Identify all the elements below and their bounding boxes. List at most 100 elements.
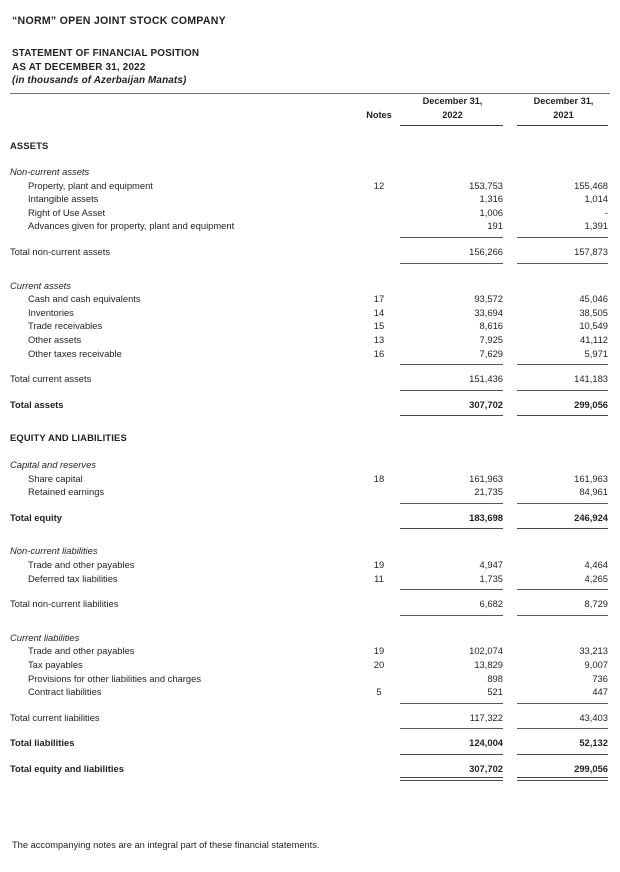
subtotal-row: Total current assets 151,436 141,183	[10, 372, 610, 386]
row-value-total-non-current-liabilities-2022: 6,682	[479, 598, 503, 610]
row-note-advances-given	[358, 219, 400, 233]
row-value-total-liabilities-2021: 52,132	[579, 737, 608, 749]
row-value-trade-receivables-2021: 10,549	[579, 320, 608, 332]
table-row: Retained earnings 21,735 84,961	[10, 485, 610, 499]
total-rule	[10, 411, 610, 417]
row-label-share-capital: Share capital	[28, 472, 83, 484]
row-value-advances-given-2022: 191	[487, 220, 503, 232]
table-row: Contract liabilities 5 521 447	[10, 685, 610, 699]
subtotal-rule	[10, 585, 610, 591]
financial-position-table: Notes December 31, 2022 December 31, 202…	[10, 94, 610, 781]
row-label-tax-payables: Tax payables	[28, 658, 83, 670]
subtotal-rule	[10, 386, 610, 391]
table-row: Share capital 18 161,963 161,963	[10, 472, 610, 486]
row-note-ncl-trade-and-other-payables: 19	[373, 558, 385, 570]
group-heading-row: Current assets	[10, 279, 610, 293]
row-value-share-capital-2022: 161,963	[469, 472, 503, 484]
row-note-right-of-use-asset	[358, 206, 400, 220]
row-value-retained-earnings-2022: 21,735	[474, 486, 503, 498]
section-heading-row: EQUITY AND LIABILITIES	[10, 431, 610, 445]
table-row: Other taxes receivable 16 7,629 5,971	[10, 347, 610, 361]
row-value-other-taxes-receivable-2022: 7,629	[479, 347, 503, 359]
row-value-total-current-liabilities-2021: 43,403	[579, 711, 608, 723]
row-value-other-taxes-receivable-2021: 5,971	[584, 347, 608, 359]
row-label-other-assets: Other assets	[28, 334, 82, 346]
row-value-total-current-assets-2021: 141,183	[574, 373, 608, 385]
grand-total-double-rule	[10, 776, 610, 781]
table-row: Inventories 14 33,694 38,505	[10, 306, 610, 320]
table-row: Provisions for other liabilities and cha…	[10, 672, 610, 686]
subtotal-rule	[10, 611, 610, 616]
table-row: Trade and other payables 19 4,947 4,464	[10, 558, 610, 572]
row-note-other-assets: 13	[373, 334, 385, 346]
row-value-intangible-assets-2022: 1,316	[479, 193, 503, 205]
row-note-cl-trade-and-other-payables: 19	[373, 645, 385, 657]
row-note-cash: 17	[373, 293, 385, 305]
table-row: Deferred tax liabilities 11 1,735 4,265	[10, 572, 610, 586]
row-value-trade-receivables-2022: 8,616	[479, 320, 503, 332]
section-heading-equity-and-liabilities: EQUITY AND LIABILITIES	[10, 432, 127, 444]
row-label-cash: Cash and cash equivalents	[28, 293, 141, 305]
row-note-inventories: 14	[373, 306, 385, 318]
table-row: Tax payables 20 13,829 9,007	[10, 658, 610, 672]
row-value-cash-2021: 45,046	[579, 293, 608, 305]
row-value-provisions-2022: 898	[487, 672, 503, 684]
total-row: Total equity 183,698 246,924	[10, 511, 610, 525]
row-value-total-assets-2022: 307,702	[469, 398, 503, 410]
subtotal-row: Total current liabilities 117,322 43,403	[10, 711, 610, 725]
statement-heading-block: STATEMENT OF FINANCIAL POSITION AS AT DE…	[10, 47, 610, 88]
subtotal-row: Total non-current liabilities 6,682 8,72…	[10, 597, 610, 611]
row-note-provisions	[358, 672, 400, 686]
table-row: Intangible assets 1,316 1,014	[10, 192, 610, 206]
row-value-inventories-2021: 38,505	[579, 306, 608, 318]
row-label-deferred-tax-liabilities: Deferred tax liabilities	[28, 572, 118, 584]
row-value-cl-trade-and-other-payables-2022: 102,074	[469, 645, 503, 657]
row-value-cl-trade-and-other-payables-2021: 33,213	[579, 645, 608, 657]
row-label-total-assets: Total assets	[10, 398, 64, 410]
row-value-other-assets-2022: 7,925	[479, 334, 503, 346]
row-value-total-equity-2022: 183,698	[469, 511, 503, 523]
document-header: “NORM” OPEN JOINT STOCK COMPANY STATEMEN…	[10, 0, 610, 94]
row-label-other-taxes-receivable: Other taxes receivable	[28, 347, 122, 359]
row-label-retained-earnings: Retained earnings	[28, 486, 105, 498]
row-value-deferred-tax-liabilities-2022: 1,735	[479, 572, 503, 584]
row-label-total-equity-and-liabilities: Total equity and liabilities	[10, 762, 124, 774]
footer-note: The accompanying notes are an integral p…	[12, 840, 320, 850]
row-label-cl-trade-and-other-payables: Trade and other payables	[28, 645, 135, 657]
row-value-inventories-2022: 33,694	[474, 306, 503, 318]
statement-date: AS AT DECEMBER 31, 2022	[12, 61, 146, 73]
row-value-tax-payables-2021: 9,007	[584, 658, 608, 670]
group-heading-current-liabilities: Current liabilities	[10, 631, 80, 643]
row-value-total-liabilities-2022: 124,004	[469, 737, 503, 749]
row-value-cash-2022: 93,572	[474, 293, 503, 305]
row-value-intangible-assets-2021: 1,014	[584, 193, 608, 205]
table-row: Trade receivables 15 8,616 10,549	[10, 319, 610, 333]
row-note-other-taxes-receivable: 16	[373, 347, 385, 359]
row-value-total-non-current-liabilities-2021: 8,729	[584, 598, 608, 610]
subtotal-rule	[10, 233, 610, 239]
row-value-deferred-tax-liabilities-2021: 4,265	[584, 572, 608, 584]
group-heading-row: Capital and reserves	[10, 458, 610, 472]
row-value-right-of-use-asset-2022: 1,006	[479, 206, 503, 218]
grand-total-row: Total equity and liabilities 307,702 299…	[10, 762, 610, 776]
group-heading-capital-and-reserves: Capital and reserves	[10, 459, 96, 470]
column-header-2022-line1: December 31,	[422, 96, 483, 107]
row-note-contract-liabilities: 5	[376, 686, 382, 698]
row-note-ppe: 12	[373, 179, 385, 191]
row-value-total-current-assets-2022: 151,436	[469, 373, 503, 385]
group-heading-row: Non-current liabilities	[10, 544, 610, 558]
row-value-share-capital-2021: 161,963	[574, 472, 608, 484]
subtotal-rule	[10, 724, 610, 730]
column-header-underlines	[10, 124, 610, 126]
row-value-total-assets-2021: 299,056	[574, 398, 608, 410]
row-label-total-non-current-assets: Total non-current assets	[10, 246, 111, 258]
statement-title: STATEMENT OF FINANCIAL POSITION	[12, 48, 200, 59]
row-value-total-equity-2021: 246,924	[574, 511, 608, 523]
row-value-contract-liabilities-2022: 521	[487, 686, 503, 698]
group-heading-current-assets: Current assets	[10, 279, 71, 291]
total-rule	[10, 524, 610, 530]
column-header-2022: December 31, 2022	[400, 94, 505, 124]
company-name: “NORM” OPEN JOINT STOCK COMPANY	[12, 15, 226, 27]
row-label-intangible-assets: Intangible assets	[28, 193, 99, 205]
table-row: Advances given for property, plant and e…	[10, 219, 610, 233]
